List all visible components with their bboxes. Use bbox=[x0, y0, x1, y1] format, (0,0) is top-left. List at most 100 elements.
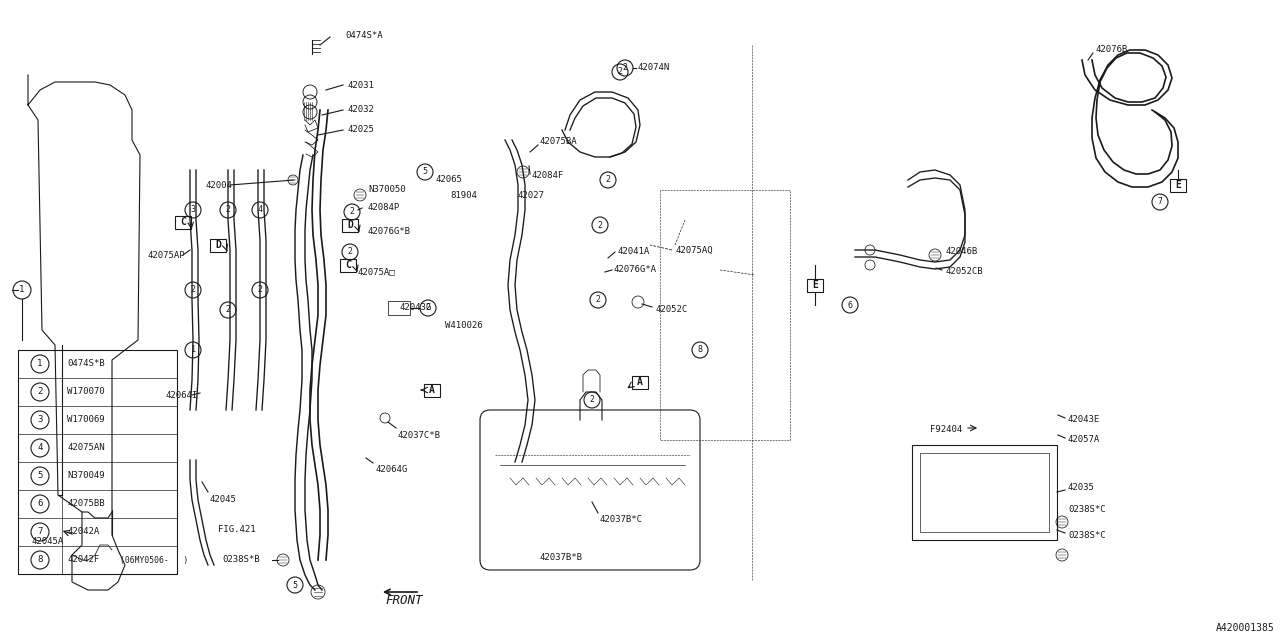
Text: 42064G: 42064G bbox=[375, 465, 407, 474]
Text: 2: 2 bbox=[595, 296, 600, 305]
Text: 42041A: 42041A bbox=[618, 248, 650, 257]
Text: 42065: 42065 bbox=[436, 175, 463, 184]
Text: C: C bbox=[180, 217, 186, 227]
Text: 42043E: 42043E bbox=[1068, 415, 1101, 424]
Text: 2: 2 bbox=[349, 207, 355, 216]
Text: W410026: W410026 bbox=[445, 321, 483, 330]
Text: 42075BA: 42075BA bbox=[540, 138, 577, 147]
Bar bbox=[911, 445, 1057, 540]
Text: 0238S*B: 0238S*B bbox=[221, 556, 260, 564]
Text: 42052CB: 42052CB bbox=[945, 268, 983, 276]
Bar bbox=[388, 301, 410, 315]
Text: 42037B*C: 42037B*C bbox=[600, 515, 643, 525]
Text: 2: 2 bbox=[225, 305, 230, 314]
Text: A: A bbox=[429, 385, 435, 395]
Text: 2: 2 bbox=[590, 396, 594, 404]
Bar bbox=[340, 259, 356, 271]
Text: 42043G: 42043G bbox=[399, 303, 433, 312]
Text: 42037C*B: 42037C*B bbox=[398, 431, 442, 440]
Text: 0474S*A: 0474S*A bbox=[346, 31, 383, 40]
Text: 0238S*C: 0238S*C bbox=[1068, 506, 1106, 515]
Text: F92404: F92404 bbox=[931, 426, 963, 435]
Text: 42084P: 42084P bbox=[369, 204, 401, 212]
Bar bbox=[18, 350, 177, 574]
Text: 42004: 42004 bbox=[205, 180, 232, 189]
Text: E: E bbox=[1175, 180, 1181, 190]
Text: 6: 6 bbox=[847, 301, 852, 310]
Text: 42046B: 42046B bbox=[945, 248, 977, 257]
Text: 42045A: 42045A bbox=[32, 538, 64, 547]
Text: 3: 3 bbox=[37, 415, 42, 424]
Text: 42035: 42035 bbox=[1068, 483, 1094, 493]
Text: 5: 5 bbox=[293, 580, 297, 589]
Text: 0474S*B: 0474S*B bbox=[67, 360, 105, 369]
Text: 42074N: 42074N bbox=[637, 63, 671, 72]
Text: 1: 1 bbox=[191, 346, 196, 355]
Text: D: D bbox=[215, 240, 221, 250]
Text: 2: 2 bbox=[347, 248, 352, 257]
Text: 42076G*A: 42076G*A bbox=[614, 266, 657, 275]
Text: 42042A: 42042A bbox=[67, 527, 100, 536]
Text: 7: 7 bbox=[1157, 198, 1162, 207]
Text: A: A bbox=[637, 377, 643, 387]
Text: 42032: 42032 bbox=[348, 106, 375, 115]
Text: 42052C: 42052C bbox=[655, 305, 687, 314]
Text: 1: 1 bbox=[37, 360, 42, 369]
Text: 2: 2 bbox=[37, 387, 42, 397]
Bar bbox=[632, 376, 648, 388]
Text: 2: 2 bbox=[605, 175, 611, 184]
Bar bbox=[920, 453, 1050, 532]
Text: 42076B: 42076B bbox=[1094, 45, 1128, 54]
Text: 8: 8 bbox=[698, 346, 703, 355]
Text: 42031: 42031 bbox=[348, 81, 375, 90]
Text: 42064I: 42064I bbox=[165, 390, 197, 399]
Text: 42045: 42045 bbox=[210, 495, 237, 504]
Text: FIG.421: FIG.421 bbox=[218, 525, 256, 534]
Text: 42075AN: 42075AN bbox=[67, 444, 105, 452]
Text: 2: 2 bbox=[622, 63, 627, 72]
Text: 42025: 42025 bbox=[348, 125, 375, 134]
Text: 2: 2 bbox=[617, 67, 622, 77]
Text: 4: 4 bbox=[37, 444, 42, 452]
Text: 0238S*C: 0238S*C bbox=[1068, 531, 1106, 540]
Text: N370049: N370049 bbox=[67, 472, 105, 481]
Text: (06MY0506-   ): (06MY0506- ) bbox=[120, 556, 188, 564]
Text: 42037B*B: 42037B*B bbox=[540, 554, 582, 563]
Text: 2: 2 bbox=[598, 221, 603, 230]
Text: 42075BB: 42075BB bbox=[67, 499, 105, 509]
Text: 42027: 42027 bbox=[518, 191, 545, 200]
Text: 3: 3 bbox=[191, 205, 196, 214]
Text: 42076G*B: 42076G*B bbox=[369, 227, 411, 237]
Text: C: C bbox=[346, 260, 351, 270]
Text: 4: 4 bbox=[257, 205, 262, 214]
Text: 8: 8 bbox=[37, 556, 42, 564]
Text: N370050: N370050 bbox=[369, 186, 406, 195]
Bar bbox=[806, 278, 823, 291]
Text: E: E bbox=[812, 280, 818, 290]
Text: FRONT: FRONT bbox=[385, 593, 422, 607]
Text: W170069: W170069 bbox=[67, 415, 105, 424]
Text: 42075AP: 42075AP bbox=[148, 250, 186, 259]
Text: 81904: 81904 bbox=[451, 191, 477, 200]
Text: 42057A: 42057A bbox=[1068, 435, 1101, 445]
Text: 2: 2 bbox=[225, 205, 230, 214]
Text: 42084F: 42084F bbox=[532, 170, 564, 179]
Bar bbox=[1170, 179, 1187, 191]
Text: 7: 7 bbox=[37, 527, 42, 536]
Text: 6: 6 bbox=[37, 499, 42, 509]
Text: 2: 2 bbox=[191, 285, 196, 294]
Text: 2: 2 bbox=[425, 303, 430, 312]
Text: A420001385: A420001385 bbox=[1216, 623, 1275, 633]
Bar bbox=[175, 216, 191, 228]
Text: 5: 5 bbox=[422, 168, 428, 177]
Text: 42075A□: 42075A□ bbox=[358, 268, 396, 276]
Bar bbox=[210, 239, 227, 252]
Text: D: D bbox=[347, 220, 353, 230]
Text: 1: 1 bbox=[19, 285, 24, 294]
Text: 42042F: 42042F bbox=[67, 556, 100, 564]
Text: 42075AQ: 42075AQ bbox=[675, 246, 713, 255]
Text: W170070: W170070 bbox=[67, 387, 105, 397]
Bar bbox=[424, 383, 440, 397]
Bar bbox=[342, 218, 358, 232]
Text: 5: 5 bbox=[37, 472, 42, 481]
